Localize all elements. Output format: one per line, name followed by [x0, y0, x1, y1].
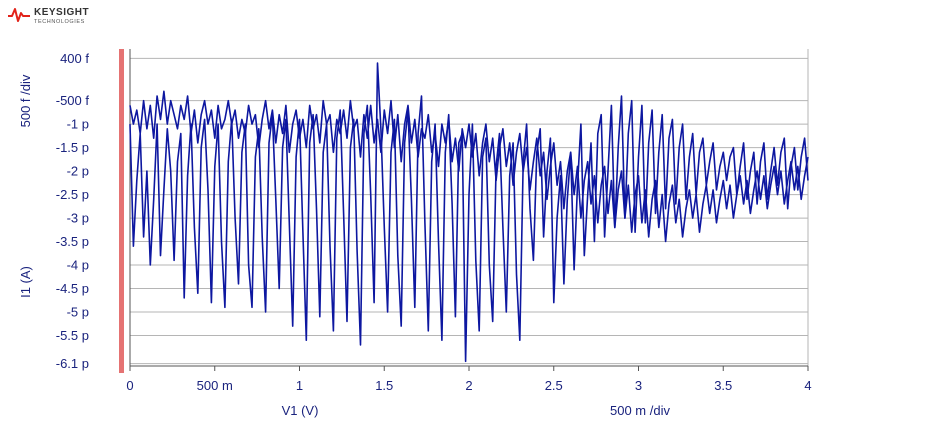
y-tick-label: -1 p: [67, 117, 89, 132]
y-tick-label: -6.1 p: [56, 356, 89, 371]
series-line-1: [129, 62, 809, 363]
x-tick-label: 2.5: [545, 378, 563, 393]
keysight-wave-icon: [8, 8, 30, 22]
y-tick-label: -4.5 p: [56, 281, 89, 296]
data-series: [129, 62, 809, 363]
x-tick-label: 1.5: [375, 378, 393, 393]
x-division-label: 500 m /div: [610, 403, 670, 418]
x-tick-label: 4: [804, 378, 811, 393]
x-tick-label: 3: [635, 378, 642, 393]
x-tick-label: 2: [465, 378, 472, 393]
x-tick-label: 500 m: [197, 378, 233, 393]
brand-name: KEYSIGHT: [34, 7, 90, 18]
y-tick-label: -1.5 p: [56, 140, 89, 155]
x-tick-labels: 0 500 m 1 1.5 2 2.5 3 3.5 4: [126, 366, 812, 393]
x-tick-label: 1: [296, 378, 303, 393]
y-tick-label: -3 p: [67, 211, 89, 226]
y-tick-labels: 400 f -500 f -1 p -1.5 p -2 p -2.5 p -3 p -3.5 …: [56, 51, 90, 371]
x-tick-label: 0: [126, 378, 133, 393]
x-tick-label: 3.5: [714, 378, 732, 393]
y-tick-label: -2 p: [67, 164, 89, 179]
y-tick-label: -3.5 p: [56, 234, 89, 249]
y-division-label: 500 f /div: [18, 74, 33, 127]
y-tick-label: -5.5 p: [56, 328, 89, 343]
series-line-2: [129, 90, 809, 243]
chart-grid: [130, 49, 809, 366]
x-axis-label: V1 (V): [282, 403, 319, 418]
y-tick-label: -4 p: [67, 258, 89, 273]
y-tick-label: -5 p: [67, 304, 89, 319]
y-tick-label: -500 f: [56, 93, 90, 108]
brand-subtitle: TECHNOLOGIES: [34, 19, 85, 25]
y-tick-label: -2.5 p: [56, 187, 89, 202]
y-axis-marker-bar[interactable]: [119, 49, 124, 373]
y-tick-label: 400 f: [60, 51, 89, 66]
y-axis-label: I1 (A): [18, 266, 33, 298]
